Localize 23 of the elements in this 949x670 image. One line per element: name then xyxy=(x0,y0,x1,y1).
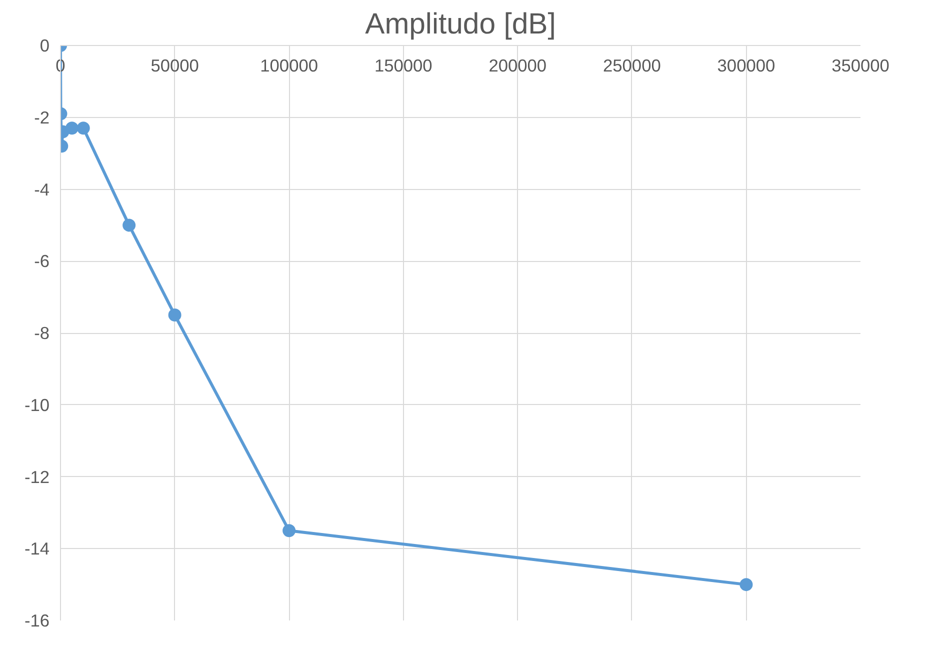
point xyxy=(65,122,78,135)
y-tick-label: -6 xyxy=(34,251,50,272)
y-tick-label: -4 xyxy=(34,179,50,200)
x-tick-label: 200000 xyxy=(488,56,547,76)
x-tick-label: 300000 xyxy=(717,56,776,76)
x-tick-label: 250000 xyxy=(603,56,661,76)
point xyxy=(122,218,136,232)
x-tick-label: 350000 xyxy=(832,56,890,76)
point xyxy=(740,578,753,592)
x-tick-label: 150000 xyxy=(374,56,432,76)
y-tick-label: -8 xyxy=(34,323,50,343)
point xyxy=(168,308,182,322)
y-tick-label: -14 xyxy=(24,538,50,559)
y-tick-label: -2 xyxy=(34,107,50,128)
y-tick-label: -12 xyxy=(24,466,50,487)
y-tick-label: 0 xyxy=(40,36,50,56)
y-tick-label: -16 xyxy=(24,610,50,630)
point xyxy=(76,122,90,135)
chart-title: Amplitudo [dB] xyxy=(365,8,556,40)
y-tick-label: -10 xyxy=(24,394,50,415)
x-tick-label: 50000 xyxy=(150,56,199,76)
x-tick-label: 100000 xyxy=(260,56,318,76)
point xyxy=(282,524,296,538)
